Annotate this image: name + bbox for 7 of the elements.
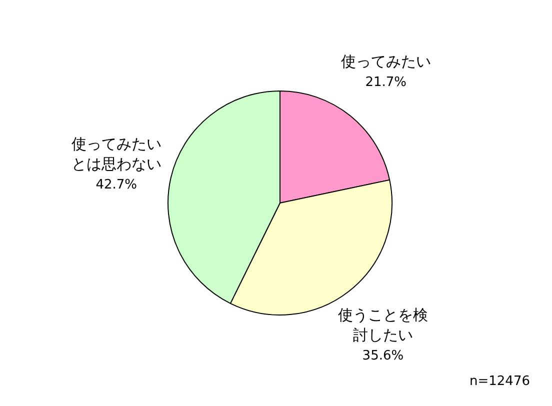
- slice-label: 使うことを検討したい: [338, 306, 428, 344]
- slice-label: 使ってみたい: [340, 52, 431, 71]
- data-label: 21.7%: [365, 75, 407, 90]
- data-label: 35.6%: [362, 348, 404, 364]
- text: n=12476: [470, 374, 530, 389]
- slice-label: 使ってみたいとは思わない: [71, 134, 162, 173]
- data-label: 42.7%: [96, 177, 138, 192]
